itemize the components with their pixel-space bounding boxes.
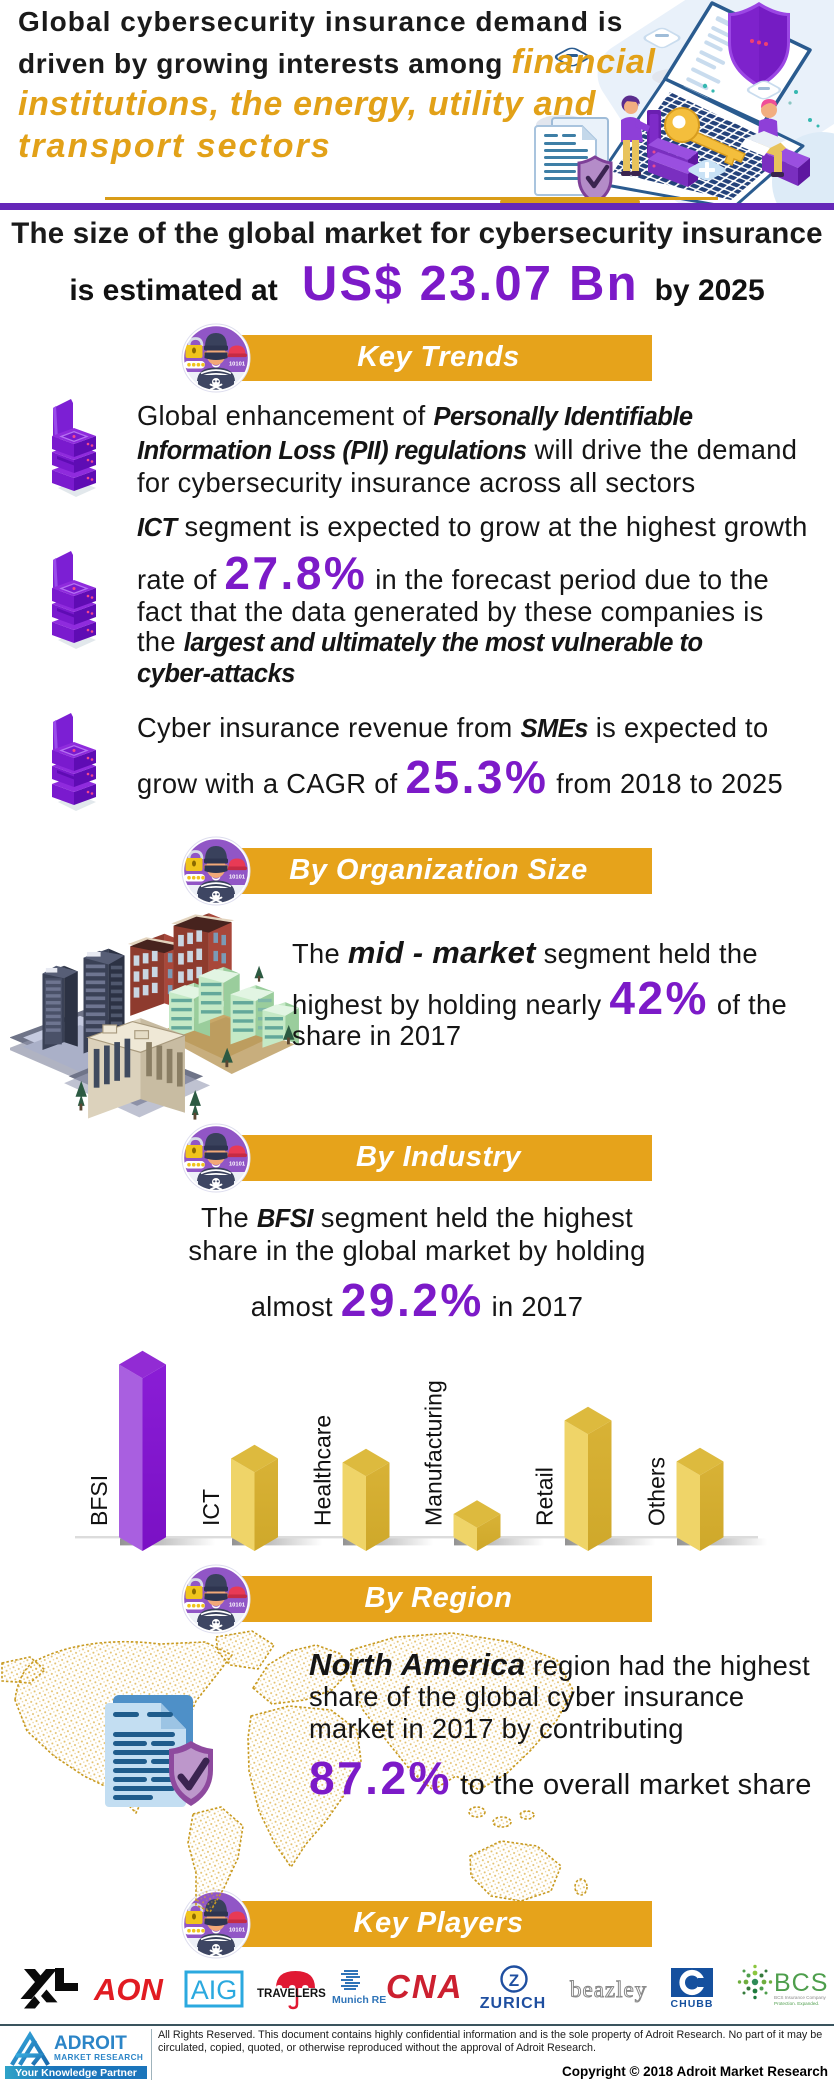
- svg-text:Healthcare: Healthcare: [310, 1415, 336, 1526]
- svg-text:BCS Insurance Company: BCS Insurance Company: [774, 1995, 827, 2000]
- svg-text:Manufacturing: Manufacturing: [421, 1380, 447, 1526]
- svg-text:ZURICH: ZURICH: [480, 1995, 546, 2012]
- svg-text:MARKET RESEARCH: MARKET RESEARCH: [54, 2053, 143, 2062]
- svg-text:CNA: CNA: [386, 1968, 464, 2005]
- svg-text:AIG: AIG: [191, 1975, 238, 2005]
- svg-text:Your Knowledge Partner: Your Knowledge Partner: [15, 2067, 137, 2079]
- svg-text:Others: Others: [644, 1457, 670, 1526]
- svg-text:BCS: BCS: [774, 1969, 828, 1997]
- svg-text:Protection. Expanded.: Protection. Expanded.: [774, 2001, 819, 2006]
- svg-text:Retail: Retail: [532, 1467, 558, 1526]
- svg-text:beazley: beazley: [570, 1977, 647, 2002]
- svg-text:Munich RE: Munich RE: [332, 1994, 386, 2006]
- svg-text:TRAVELERS: TRAVELERS: [257, 1988, 326, 2000]
- svg-text:AON: AON: [93, 1972, 164, 2007]
- svg-text:Z: Z: [509, 1971, 519, 1990]
- svg-text:ADROIT: ADROIT: [54, 2033, 127, 2054]
- svg-text:ICT: ICT: [198, 1489, 224, 1526]
- svg-text:CHUBB: CHUBB: [671, 1998, 714, 2010]
- svg-text:BFSI: BFSI: [86, 1475, 112, 1526]
